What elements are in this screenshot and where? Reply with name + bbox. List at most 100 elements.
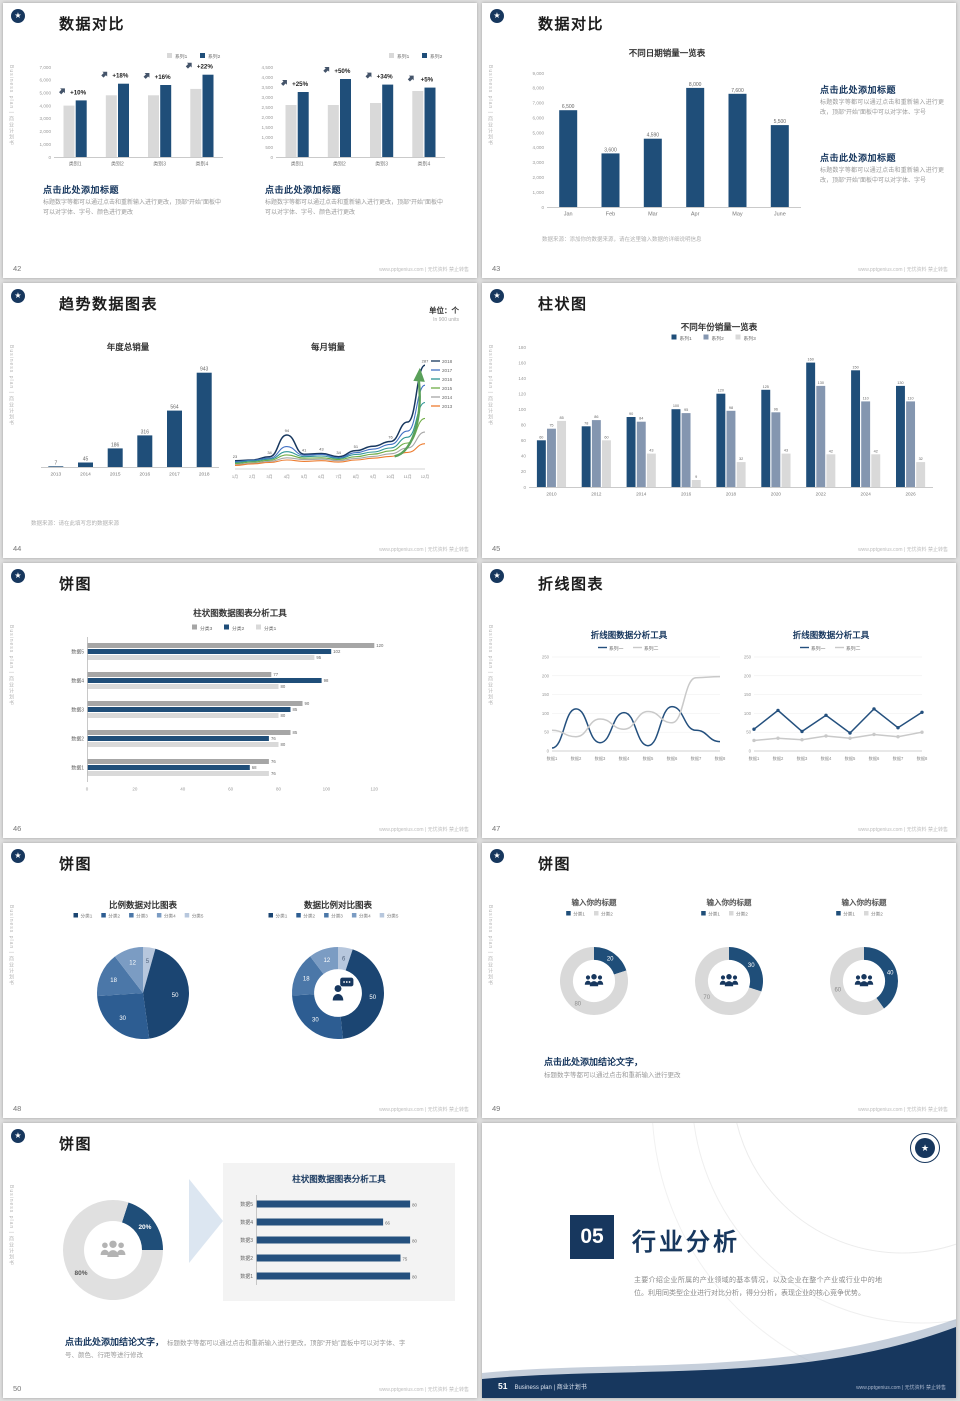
svg-text:6,500: 6,500 <box>562 104 575 110</box>
svg-text:数据1: 数据1 <box>240 1273 253 1280</box>
slide-43-data-comparison[interactable]: 数据对比 不同日期销量一览表 0 1,000 2,000 3,000 4,000 5,00… <box>482 3 956 278</box>
slide-45-column-chart[interactable]: 柱状图 不同年份销量一览表 0 20 40 60 80 100 120 140 160 180 20… <box>482 283 956 558</box>
svg-text:1,000: 1,000 <box>262 135 274 140</box>
slide-46-bar-analysis[interactable]: 饼图 柱状图数据图表分析工具 0 20 40 60 80 100 120 数据5 120 102 9… <box>3 563 477 838</box>
conclusion-block: 点击此处添加结论文字， 标题数字等都可以通过点击和重新输入进行更改，顶部“开始”面… <box>65 1335 415 1361</box>
svg-text:Jan: Jan <box>564 212 573 218</box>
svg-text:数据1: 数据1 <box>749 755 760 762</box>
svg-text:分类2: 分类2 <box>108 913 120 920</box>
svg-text:分类2: 分类2 <box>303 913 315 920</box>
svg-text:60: 60 <box>521 438 527 443</box>
watermark-footer: www.pptgenius.com | 无忧资料 禁止转售 <box>379 827 469 833</box>
svg-text:50: 50 <box>746 730 751 735</box>
svg-text:80: 80 <box>521 423 527 428</box>
sales-bar-chart: 0 1,000 2,000 3,000 4,000 5,000 6,000 7,000 8,00… <box>520 59 805 219</box>
svg-text:0: 0 <box>523 485 526 490</box>
svg-text:2012: 2012 <box>591 492 602 497</box>
svg-text:类别2: 类别2 <box>111 161 124 168</box>
svg-text:数据1: 数据1 <box>547 755 558 762</box>
svg-text:+50%: +50% <box>334 68 350 75</box>
svg-text:2018: 2018 <box>199 472 210 478</box>
percentage-donut-chart: 20% 80% <box>38 1175 188 1325</box>
slide-title: 饼图 <box>538 856 572 873</box>
svg-text:78: 78 <box>584 421 588 425</box>
svg-text:2018: 2018 <box>726 492 737 497</box>
caption-heading: 点击此处添加标题 <box>820 153 897 163</box>
svg-text:数据5: 数据5 <box>845 755 856 762</box>
slide-50-donut-funnel[interactable]: 饼图 20% 80% 柱状图数据图表分析工具 数据5 80 数据4 66 数据3 80 数据2… <box>3 1123 477 1398</box>
svg-text:9: 9 <box>695 475 697 479</box>
slide-48-pie-charts[interactable]: 饼图 比例数据对比图表 分类1 分类2 分类3 分类4 分类5 5 50 30 18 12 数据比… <box>3 843 477 1118</box>
svg-text:34: 34 <box>336 450 341 455</box>
svg-text:76: 76 <box>388 435 393 440</box>
unit-label: 单位：个 In 900 units <box>429 305 459 323</box>
svg-text:1,500: 1,500 <box>262 125 274 130</box>
svg-text:120: 120 <box>371 787 379 792</box>
svg-text:数据3: 数据3 <box>240 1237 253 1244</box>
svg-text:75: 75 <box>549 424 553 428</box>
svg-text:7,600: 7,600 <box>731 88 744 94</box>
section-description: 主要介绍企业所属的产业领域的基本情况，以及企业在整个产业或行业中的地位。利用同类… <box>634 1277 882 1297</box>
svg-text:2014: 2014 <box>442 395 453 400</box>
svg-text:186: 186 <box>111 442 120 448</box>
svg-text:60: 60 <box>604 435 608 439</box>
slide-footer-left: 51 Business plan | 商业计划书 <box>498 1381 587 1391</box>
caption-block: 点击此处添加标题 标题数字等都可以通过点击和重新输入进行更改，顶部“开始”面板中… <box>43 183 221 219</box>
svg-text:120: 120 <box>376 643 384 648</box>
svg-text:96: 96 <box>774 407 778 411</box>
svg-text:数据5: 数据5 <box>240 1201 253 1208</box>
svg-text:50: 50 <box>544 730 549 735</box>
slide-51-section-cover[interactable]: ★ 05 行业分析 主要介绍企业所属的产业领域的基本情况，以及企业在整个产业或行… <box>482 1123 956 1398</box>
page-number: 47 <box>492 824 501 833</box>
svg-text:20: 20 <box>607 957 614 963</box>
svg-text:200: 200 <box>542 673 550 678</box>
svg-text:2015: 2015 <box>442 386 453 391</box>
svg-text:43: 43 <box>649 449 653 453</box>
slide-49-donut-charts[interactable]: 饼图 输入你的标题 分类1 分类2 20 80 输入你的标题 分类1 分类2 30 70 输… <box>482 843 956 1118</box>
watermark-footer: www.pptgenius.com | 无忧资料 禁止转售 <box>858 267 948 273</box>
svg-text:102: 102 <box>333 649 341 654</box>
svg-text:80: 80 <box>574 1001 581 1007</box>
slide-44-trend-charts[interactable]: 趋势数据图表 单位：个 In 900 units 年度总销量 2013 7 2014… <box>3 283 477 558</box>
watermark-footer: www.pptgenius.com | 无忧资料 禁止转售 <box>379 547 469 553</box>
svg-text:分类5: 分类5 <box>192 913 204 920</box>
svg-text:分类3: 分类3 <box>200 625 213 632</box>
conclusion-body: 标题数字等都可以通过点击和重新输入进行更改 <box>544 1072 681 1079</box>
svg-text:数据4: 数据4 <box>619 755 630 762</box>
svg-text:数据8: 数据8 <box>917 755 928 762</box>
svg-text:分类2: 分类2 <box>871 911 883 918</box>
slide-42-data-comparison[interactable]: 数据对比 0 1,000 2,000 3,000 4,000 5,000 6,000 7,00… <box>3 3 477 278</box>
svg-text:2017: 2017 <box>442 368 453 373</box>
svg-text:2,000: 2,000 <box>262 115 274 120</box>
svg-text:200: 200 <box>744 673 752 678</box>
slide-47-line-charts[interactable]: 折线图表 折线图数据分析工具 0 50 100 150 200 250 数据1 数据2 数据3 数… <box>482 563 956 838</box>
svg-text:4,000: 4,000 <box>533 145 545 150</box>
caption-body: 标题数字等都可以通过点击和重新输入进行更改，顶部“开始”面板中可以对字体、字号、… <box>43 200 221 216</box>
svg-text:2016: 2016 <box>139 472 150 478</box>
svg-text:90: 90 <box>304 701 309 706</box>
svg-text:12月: 12月 <box>421 474 429 479</box>
svg-text:2015: 2015 <box>110 472 121 478</box>
svg-text:75: 75 <box>402 1257 407 1262</box>
university-logo-badge-icon: ★ <box>490 289 504 303</box>
swoosh-decoration <box>482 1123 956 1398</box>
svg-text:分类1: 分类1 <box>573 911 585 918</box>
svg-text:数据3: 数据3 <box>71 706 84 713</box>
svg-text:系列一: 系列一 <box>609 645 624 652</box>
svg-text:85: 85 <box>292 707 297 712</box>
svg-text:150: 150 <box>744 692 752 697</box>
page-number: 50 <box>13 1384 22 1393</box>
svg-text:80: 80 <box>412 1239 417 1244</box>
svg-text:23: 23 <box>233 454 238 459</box>
svg-text:数据3: 数据3 <box>595 755 606 762</box>
svg-text:287: 287 <box>422 359 429 364</box>
svg-text:0: 0 <box>547 749 550 754</box>
svg-text:系列2: 系列2 <box>208 53 221 60</box>
svg-text:分类3: 分类3 <box>331 913 343 920</box>
svg-text:4,500: 4,500 <box>262 65 274 70</box>
svg-text:60: 60 <box>834 988 841 994</box>
svg-text:100: 100 <box>323 787 331 792</box>
chart-title: 柱状图数据图表分析工具 <box>193 608 287 618</box>
svg-text:+18%: +18% <box>112 73 128 80</box>
svg-text:Apr: Apr <box>691 212 700 218</box>
